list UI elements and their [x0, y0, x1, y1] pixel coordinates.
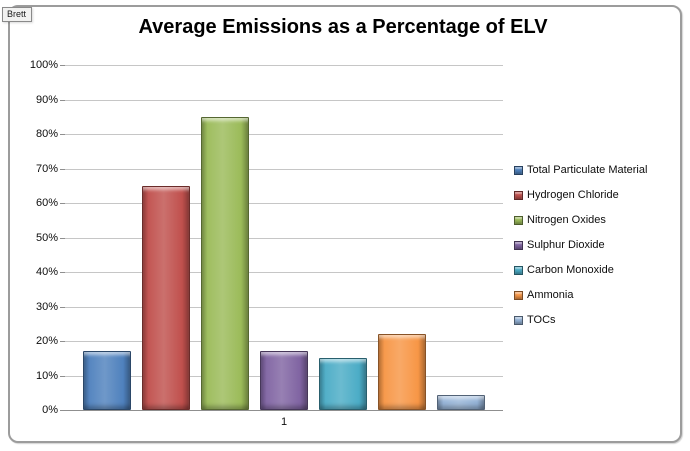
y-tick-label: 0%: [42, 404, 58, 416]
y-tick-mark: [60, 134, 65, 135]
y-tick-label: 10%: [35, 369, 58, 382]
y-tick-label: 100%: [29, 59, 58, 71]
legend-marker-icon: [514, 190, 523, 200]
author-name-tag: Brett: [2, 7, 33, 22]
y-tick-label: 80%: [35, 128, 58, 140]
gridline: [65, 65, 503, 66]
legend-item-total-particulate-material[interactable]: Total Particulate Material: [514, 164, 686, 176]
y-tick-label: 20%: [35, 335, 58, 347]
y-tick-label: 90%: [35, 93, 58, 106]
y-tick-mark: [60, 203, 65, 204]
y-tick-mark: [60, 341, 65, 342]
legend-item-label: TOCs: [527, 314, 556, 326]
bars-row: [65, 65, 503, 410]
y-tick-label: 30%: [35, 300, 58, 313]
legend: Total Particulate Material Hydrogen Chlor…: [514, 164, 686, 339]
y-tick-mark: [60, 168, 65, 170]
legend-marker-icon: [514, 265, 523, 275]
legend-item-sulphur-dioxide[interactable]: Sulphur Dioxide: [514, 239, 686, 251]
legend-item-tocs[interactable]: TOCs: [514, 314, 686, 326]
x-axis-line: [65, 410, 503, 411]
bar-nitrogen-oxides[interactable]: [201, 116, 249, 410]
gridline: [65, 237, 503, 239]
legend-item-label: Sulphur Dioxide: [527, 239, 605, 251]
gridline: [65, 203, 503, 204]
legend-marker-icon: [514, 290, 523, 300]
legend-item-label: Ammonia: [527, 289, 574, 301]
gridline: [65, 99, 503, 101]
legend-item-carbon-monoxide[interactable]: Carbon Monoxide: [514, 264, 686, 276]
plot-area: [65, 65, 503, 411]
bar-total-particulate-material[interactable]: [83, 351, 131, 410]
gridline: [65, 272, 503, 273]
legend-item-nitrogen-oxides[interactable]: Nitrogen Oxides: [514, 214, 686, 226]
y-tick-label: 60%: [35, 197, 58, 209]
y-tick-mark: [60, 237, 65, 239]
y-tick-mark: [60, 410, 65, 411]
gridline: [65, 168, 503, 170]
gridline: [65, 341, 503, 342]
legend-item-hydrogen-chloride[interactable]: Hydrogen Chloride: [514, 189, 686, 201]
chart-title: Average Emissions as a Percentage of ELV: [138, 16, 548, 38]
y-tick-label: 50%: [35, 231, 58, 244]
y-tick-mark: [60, 375, 65, 377]
y-tick-mark: [60, 65, 65, 66]
x-axis-category-label: 1: [280, 416, 288, 428]
y-tick-mark: [60, 306, 65, 308]
gridline: [65, 306, 503, 308]
y-tick-label: 70%: [35, 162, 58, 175]
bar-hydrogen-chloride[interactable]: [142, 185, 190, 410]
gridline: [65, 134, 503, 135]
y-tick-mark: [60, 99, 65, 101]
legend-item-label: Total Particulate Material: [527, 164, 648, 176]
bar-carbon-monoxide[interactable]: [319, 358, 367, 410]
bar-ammonia[interactable]: [378, 334, 426, 410]
bar-tocs[interactable]: [437, 394, 485, 410]
y-tick-mark: [60, 272, 65, 273]
legend-item-ammonia[interactable]: Ammonia: [514, 289, 686, 301]
legend-item-label: Carbon Monoxide: [527, 264, 614, 276]
y-tick-label: 40%: [35, 266, 58, 278]
legend-marker-icon: [514, 215, 523, 225]
legend-item-label: Nitrogen Oxides: [527, 214, 606, 226]
legend-item-label: Hydrogen Chloride: [527, 189, 619, 201]
legend-marker-icon: [514, 315, 523, 325]
bar-sulphur-dioxide[interactable]: [260, 351, 308, 410]
legend-marker-icon: [514, 240, 523, 250]
legend-marker-icon: [514, 165, 523, 175]
